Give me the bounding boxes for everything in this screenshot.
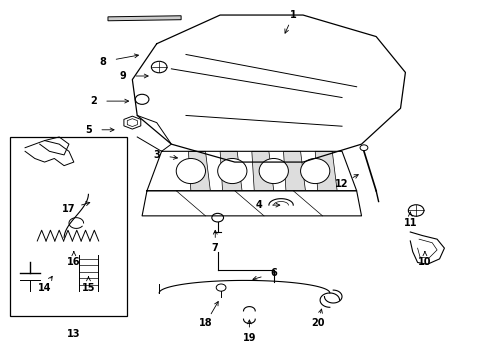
FancyBboxPatch shape xyxy=(10,137,127,316)
Polygon shape xyxy=(409,232,444,264)
Text: 4: 4 xyxy=(255,200,262,210)
Ellipse shape xyxy=(176,158,205,184)
Text: 17: 17 xyxy=(62,204,76,214)
Text: 12: 12 xyxy=(335,179,348,189)
Polygon shape xyxy=(188,151,210,191)
Polygon shape xyxy=(147,151,356,191)
Text: 20: 20 xyxy=(310,319,324,328)
Ellipse shape xyxy=(300,158,329,184)
Polygon shape xyxy=(142,191,361,216)
Circle shape xyxy=(216,284,225,291)
Text: 8: 8 xyxy=(100,57,106,67)
Polygon shape xyxy=(108,16,181,21)
Text: 18: 18 xyxy=(198,319,212,328)
Polygon shape xyxy=(123,116,141,129)
Text: 5: 5 xyxy=(85,125,92,135)
Text: 6: 6 xyxy=(270,268,277,278)
Ellipse shape xyxy=(259,158,288,184)
Circle shape xyxy=(135,94,149,104)
Circle shape xyxy=(151,61,166,73)
Ellipse shape xyxy=(217,158,246,184)
Text: 9: 9 xyxy=(119,71,126,81)
Circle shape xyxy=(359,145,367,150)
Circle shape xyxy=(407,205,423,216)
Text: 13: 13 xyxy=(67,329,81,339)
Text: 10: 10 xyxy=(417,257,431,267)
Text: 2: 2 xyxy=(90,96,97,106)
Text: 11: 11 xyxy=(403,218,416,228)
Text: 14: 14 xyxy=(38,283,51,293)
Text: 15: 15 xyxy=(81,283,95,293)
Polygon shape xyxy=(283,151,305,191)
Text: 1: 1 xyxy=(289,10,296,20)
Text: 7: 7 xyxy=(211,243,218,253)
Polygon shape xyxy=(251,151,273,191)
Text: 16: 16 xyxy=(67,257,81,267)
Text: 19: 19 xyxy=(242,333,256,343)
Circle shape xyxy=(211,213,223,222)
Polygon shape xyxy=(220,151,242,191)
Text: 3: 3 xyxy=(153,150,160,160)
Polygon shape xyxy=(315,151,336,191)
